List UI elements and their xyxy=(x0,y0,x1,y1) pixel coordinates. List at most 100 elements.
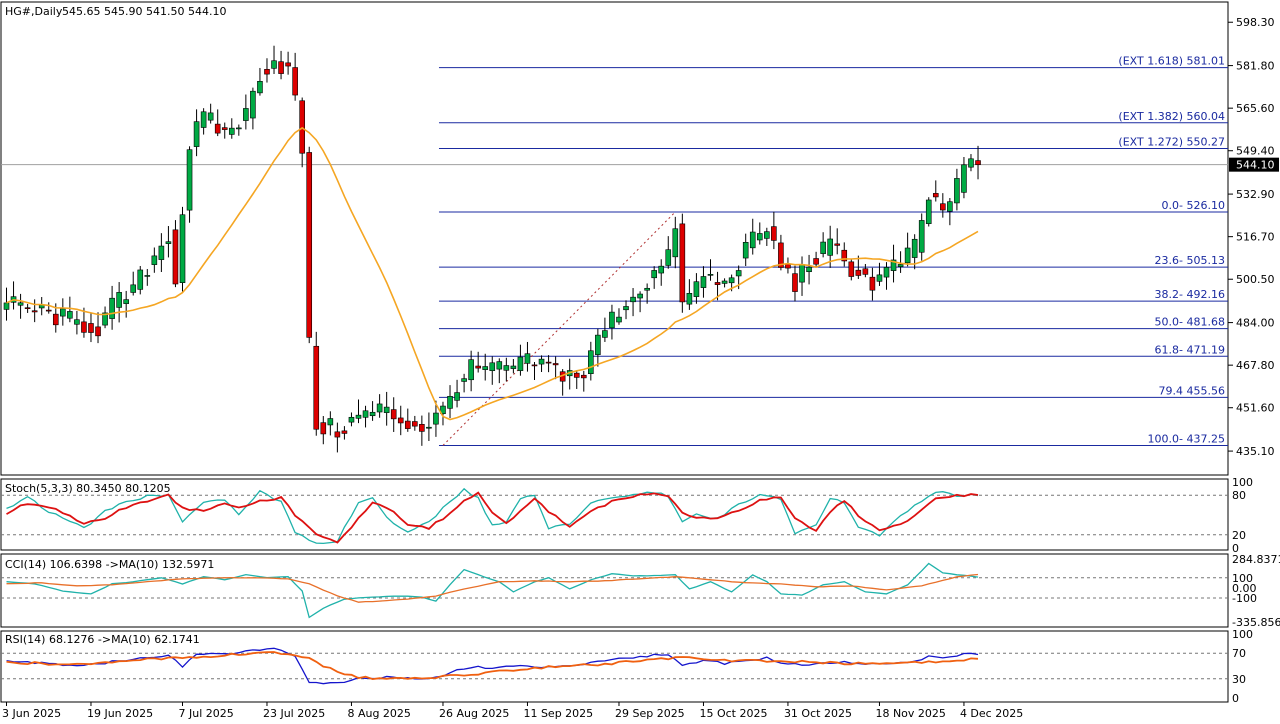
candle-body xyxy=(721,280,728,284)
indicator-axis-label: 30 xyxy=(1232,673,1246,686)
candle-body xyxy=(756,233,763,241)
candle-body xyxy=(454,392,460,401)
candle-body xyxy=(742,242,749,259)
candle-body xyxy=(932,193,939,198)
time-axis-label: 23 Jul 2025 xyxy=(263,707,325,720)
time-axis: 3 Jun 2025 19 Jun 2025 7 Jul 2025 23 Jul 20… xyxy=(2,702,1023,720)
candle-body xyxy=(623,306,629,311)
time-axis-label: 4 Dec 2025 xyxy=(960,707,1023,720)
candle-body xyxy=(883,267,890,278)
candle-body xyxy=(102,312,108,326)
candle-body xyxy=(376,403,383,413)
candle-body xyxy=(813,258,819,265)
time-axis-label: 29 Sep 2025 xyxy=(615,707,685,720)
price-axis-label: 549.40 xyxy=(1236,145,1275,158)
rsi-panel-frame xyxy=(0,630,1229,703)
candle-body xyxy=(278,61,284,74)
candle-body xyxy=(45,309,52,312)
candle-body xyxy=(271,60,277,69)
time-axis-label: 19 Jun 2025 xyxy=(87,707,153,720)
candle-body xyxy=(707,274,714,276)
price-axis-label: 532.90 xyxy=(1236,188,1275,201)
candle-body xyxy=(489,362,496,371)
candle-body xyxy=(426,426,432,429)
candle-body xyxy=(538,358,545,365)
price-axis-label: 516.70 xyxy=(1236,231,1275,244)
candle-body xyxy=(447,396,453,409)
candle-body xyxy=(630,296,636,303)
main-panel-frame xyxy=(0,1,1229,476)
candle-body xyxy=(348,416,355,423)
candle-body xyxy=(468,359,474,381)
candle-body xyxy=(496,361,503,370)
ohlc-readout: 545.65 545.90 541.50 544.10 xyxy=(62,5,226,18)
rsi-panel: 100 70 30 0 xyxy=(1,628,1253,705)
candle-body xyxy=(362,410,369,418)
candle-body xyxy=(531,364,538,367)
price-axis-label: 598.30 xyxy=(1236,16,1275,29)
candle-body xyxy=(545,361,552,364)
candle-body xyxy=(911,238,918,258)
candle-body xyxy=(24,307,31,310)
candle-body xyxy=(961,164,967,193)
candle-body xyxy=(193,121,200,147)
candle-body xyxy=(186,149,193,211)
candle-body xyxy=(806,266,812,273)
candle-body xyxy=(123,299,129,304)
candle-body xyxy=(714,282,721,285)
candle-body xyxy=(95,326,101,337)
candle-body xyxy=(524,353,531,364)
stoch-title: Stoch(5,3,3) 80.3450 80.1205 xyxy=(5,482,171,495)
candle-body xyxy=(60,308,66,317)
candle-body xyxy=(827,238,833,256)
candle-body xyxy=(503,365,510,371)
candle-body xyxy=(482,366,489,370)
candle-body xyxy=(517,356,524,371)
indicator-axis-label: 80 xyxy=(1232,489,1246,502)
indicator-axis-label: -335.8565 xyxy=(1232,616,1280,629)
candle-body xyxy=(947,201,953,212)
candle-body xyxy=(975,160,981,165)
candle-body xyxy=(728,277,735,284)
candle-body xyxy=(257,81,263,94)
candle-body xyxy=(334,431,341,438)
candle-body xyxy=(285,62,291,67)
ma-line xyxy=(6,573,979,603)
fib-level-label: 23.6- 505.13 xyxy=(1155,254,1225,267)
fib-level-label: 0.0- 526.10 xyxy=(1162,199,1225,212)
candle-body xyxy=(700,276,707,288)
price-axis-label: 467.80 xyxy=(1236,359,1275,372)
candle-body xyxy=(179,214,186,283)
candle-body xyxy=(320,422,327,435)
candle-body xyxy=(792,273,798,292)
candle-body xyxy=(764,231,770,239)
indicator-axis-label: 0 xyxy=(1232,692,1239,705)
price-axis-label: 451.60 xyxy=(1236,402,1275,415)
candle-body xyxy=(693,281,700,297)
price-panel: 598.30 581.80 565.60 549.40 532.90 516.70 500.… xyxy=(1,16,1279,458)
indicator-axis-label: 0.00 xyxy=(1232,582,1257,595)
candle-body xyxy=(158,245,165,260)
candle-body xyxy=(81,321,87,333)
candle-body xyxy=(869,276,876,291)
rsi-line xyxy=(6,647,979,685)
indicator-axis-label: 0 xyxy=(1232,542,1239,555)
candle-body xyxy=(264,69,270,75)
candle-body xyxy=(876,274,883,282)
cci-panel-frame xyxy=(0,553,1229,628)
candle-body xyxy=(3,302,10,310)
fib-level-label: 100.0- 437.25 xyxy=(1148,432,1225,445)
signal-line xyxy=(6,491,979,544)
candle-body xyxy=(369,411,376,417)
moving-average-line xyxy=(6,126,979,421)
candle-body xyxy=(327,418,334,426)
time-axis-label: 15 Oct 2025 xyxy=(699,707,767,720)
candle-body xyxy=(968,158,974,168)
candle-body xyxy=(749,231,756,249)
candle-body xyxy=(820,241,826,254)
candle-body xyxy=(214,123,221,134)
candle-body xyxy=(292,67,298,96)
